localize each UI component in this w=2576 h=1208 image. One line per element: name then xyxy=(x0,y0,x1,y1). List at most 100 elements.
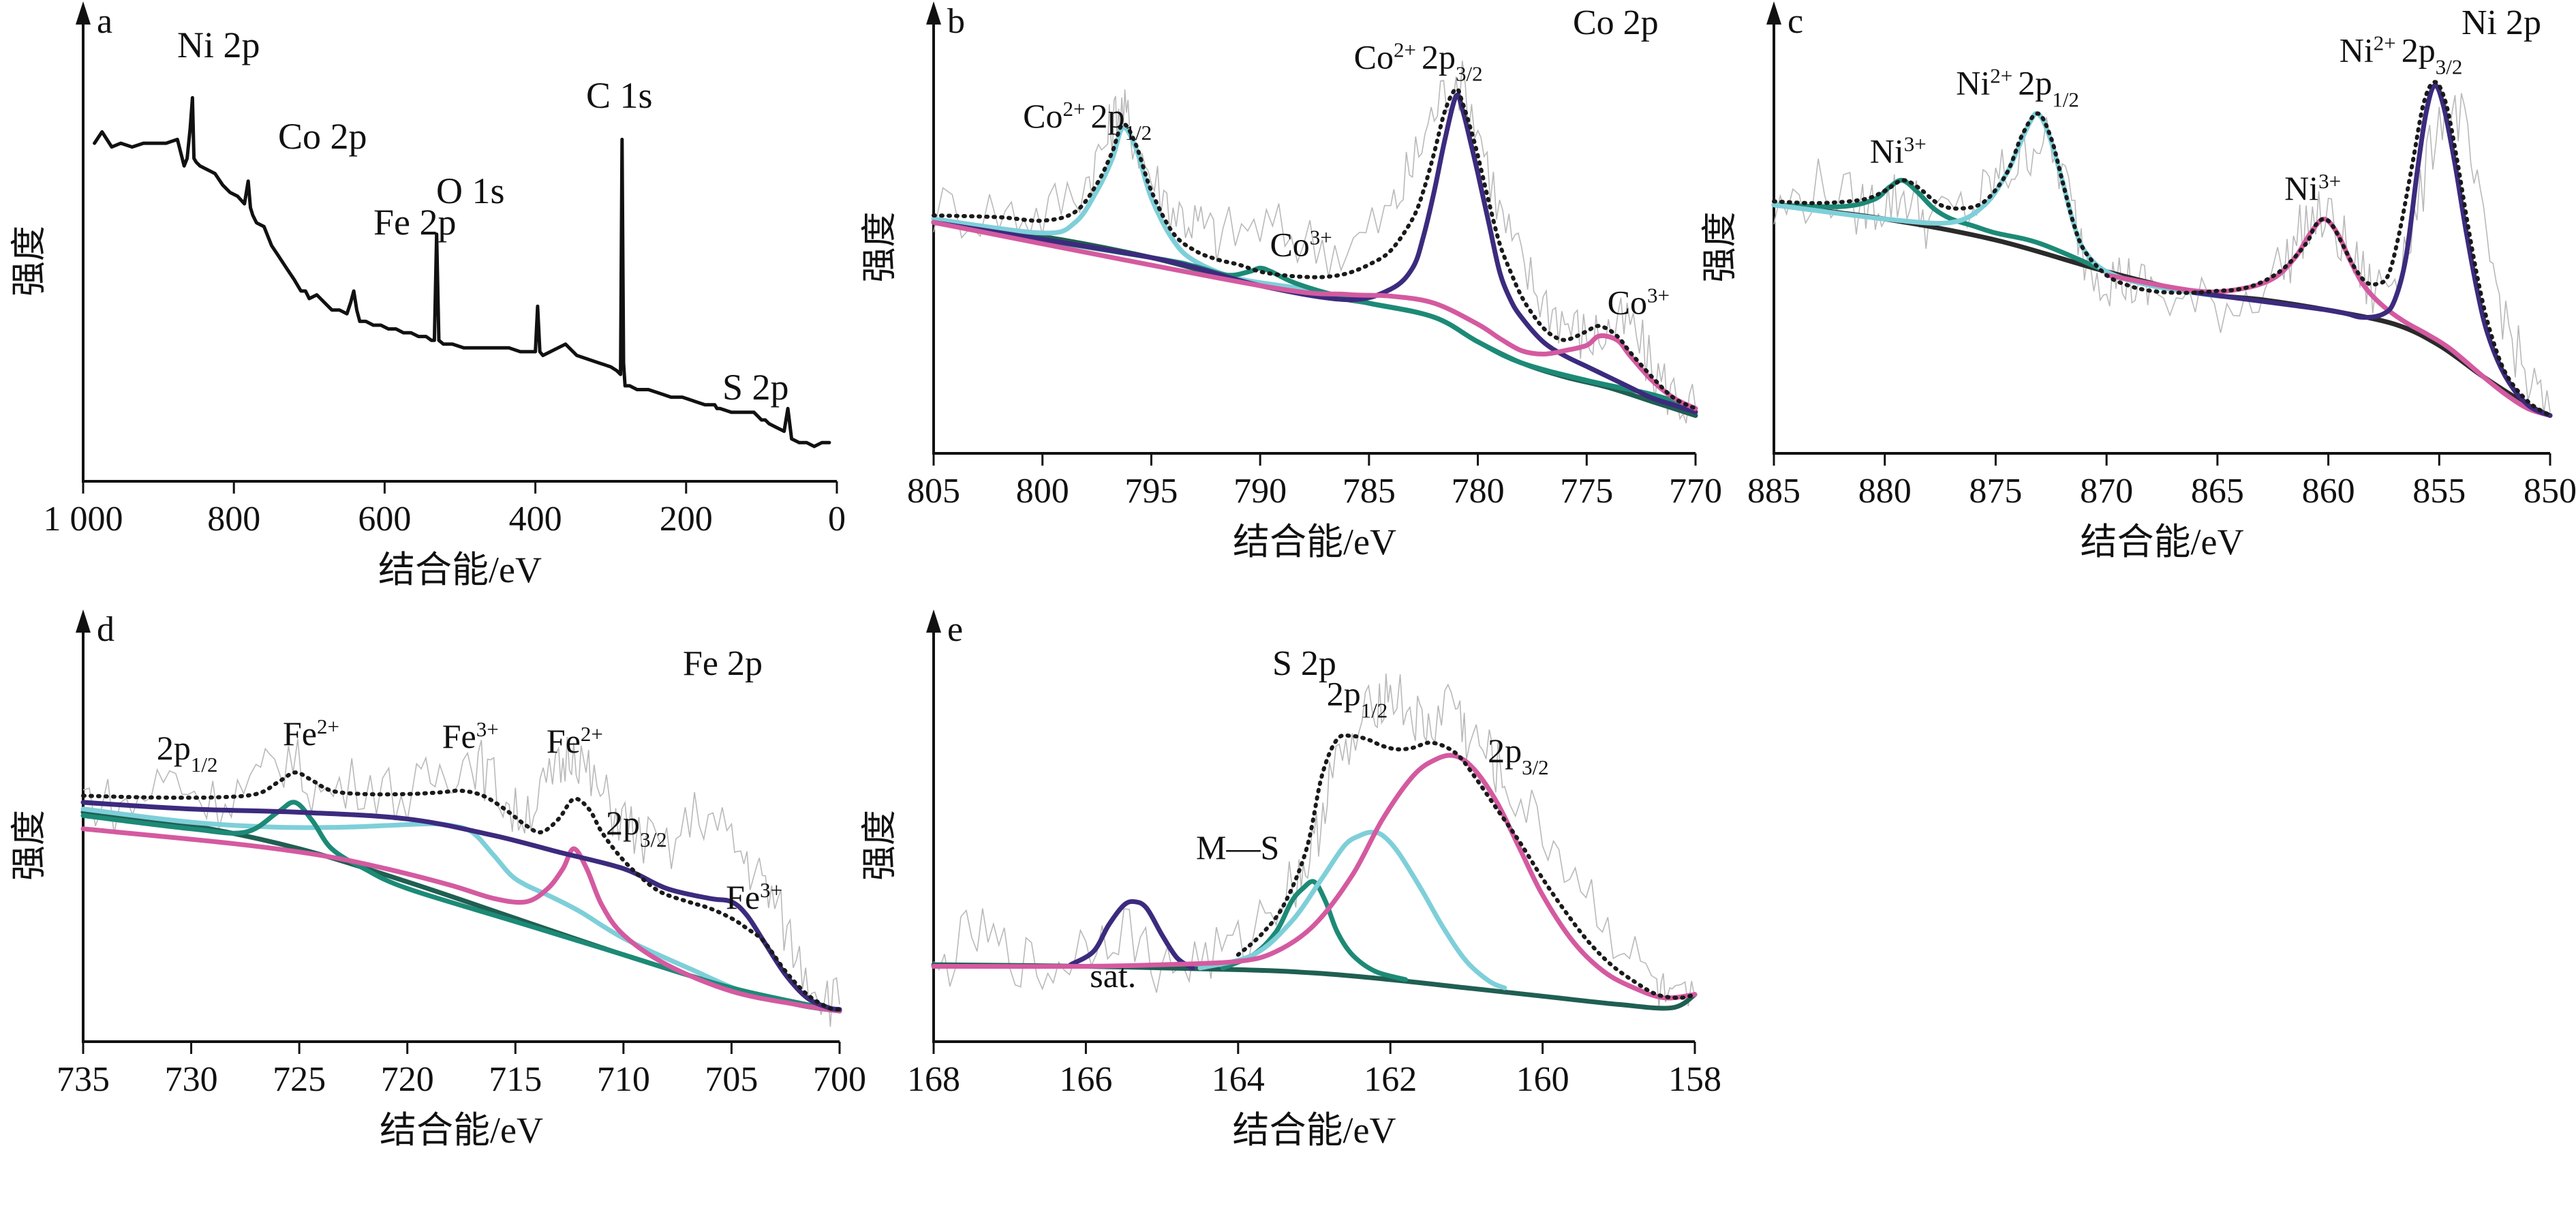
peak-label: Fe3+ xyxy=(442,717,499,756)
background-line xyxy=(1771,202,2553,418)
x-tick-label: 705 xyxy=(705,1060,758,1099)
panel-title: Fe 2p xyxy=(683,644,763,683)
panel-title: S 2p xyxy=(1272,644,1336,683)
x-tick-label: 720 xyxy=(381,1060,434,1099)
peak-label: Ni3+ xyxy=(1870,132,1927,170)
x-tick-label: 725 xyxy=(273,1060,326,1099)
x-tick-label: 870 xyxy=(2080,472,2133,511)
y-axis-label: 强度 xyxy=(1701,211,1740,282)
x-tick-label: 775 xyxy=(1560,472,1613,511)
x-axis-label: 结合能/eV xyxy=(378,549,542,590)
peak-label: Fe 2p xyxy=(373,202,457,243)
peak-label: Co3+ xyxy=(1608,283,1670,322)
y-axis-label: 强度 xyxy=(861,810,900,881)
peak-label: Co 2p xyxy=(278,116,367,157)
x-tick-label: 715 xyxy=(489,1060,542,1099)
fit-envelope-line xyxy=(81,770,842,1012)
peak-label: Ni3+ xyxy=(2284,169,2341,208)
raw-spectrum-line xyxy=(933,674,1696,1008)
x-tick-label: 600 xyxy=(358,500,411,539)
x-tick-label: 200 xyxy=(660,500,713,539)
y-axis-arrow-icon xyxy=(926,1,941,25)
peak-label: Fe2+ xyxy=(283,714,339,753)
x-axis-label: 结合能/eV xyxy=(2081,522,2244,562)
fit-component-line xyxy=(1771,177,2109,274)
raw-spectrum-line xyxy=(82,737,840,1027)
x-tick-label: 795 xyxy=(1124,472,1178,511)
fit-envelope-line xyxy=(1236,733,1697,1000)
fit-component-line xyxy=(931,753,1698,1001)
x-tick-label: 850 xyxy=(2524,472,2576,511)
y-axis-arrow-icon xyxy=(1766,1,1781,25)
x-tick-label: 805 xyxy=(907,472,960,511)
x-tick-label: 710 xyxy=(597,1060,650,1099)
x-tick-label: 400 xyxy=(509,500,562,539)
raw-spectrum-line xyxy=(1773,93,2551,414)
fit-component-line xyxy=(931,220,1698,411)
y-axis-arrow-icon xyxy=(76,609,91,633)
x-tick-label: 875 xyxy=(1969,472,2022,511)
fit-component-line xyxy=(2192,82,2553,418)
fit-component-line xyxy=(80,800,842,1012)
x-tick-label: 1 000 xyxy=(44,500,123,539)
peak-label: C 1s xyxy=(586,75,653,116)
x-tick-label: 164 xyxy=(1212,1060,1265,1099)
peak-label: Fe3+ xyxy=(726,877,782,916)
peak-label: sat. xyxy=(1090,956,1136,995)
peak-label: Ni 2p xyxy=(177,25,260,65)
y-axis-label: 强度 xyxy=(861,211,900,282)
peak-label: Ni2+ 2p3/2 xyxy=(2340,31,2463,78)
x-tick-label: 168 xyxy=(907,1060,960,1099)
x-tick-label: 865 xyxy=(2191,472,2244,511)
x-tick-label: 790 xyxy=(1233,472,1287,511)
x-tick-label: 158 xyxy=(1668,1060,1721,1099)
panel-e: e S 2p 强度 168 166 164 162 160 158 结合能/eV sat. M—S 2p… xyxy=(861,609,1721,1151)
x-tick-label: 730 xyxy=(165,1060,218,1099)
peak-label: O 1s xyxy=(436,170,505,211)
x-tick-label: 880 xyxy=(1858,472,1912,511)
peak-label: Co2+ 2p3/2 xyxy=(1354,37,1483,85)
x-tick-label: 700 xyxy=(813,1060,866,1099)
x-axis-label: 结合能/eV xyxy=(380,1110,543,1151)
peak-label: 2p3/2 xyxy=(606,804,667,851)
x-tick-label: 735 xyxy=(57,1060,110,1099)
survey-spectrum-line xyxy=(93,95,831,449)
peak-label: M—S xyxy=(1196,828,1279,866)
fit-envelope-line xyxy=(932,87,1698,411)
panel-a: a 强度 1 000 800 600 400 200 0 结合能/eV Ni 2p Co 2p Fe … xyxy=(10,1,846,590)
x-tick-label: 162 xyxy=(1364,1060,1417,1099)
x-axis-label: 结合能/eV xyxy=(1233,1110,1396,1151)
panel-letter: d xyxy=(97,610,114,649)
x-tick-label: 770 xyxy=(1669,472,1722,511)
x-tick-label: 785 xyxy=(1343,472,1396,511)
x-tick-label: 855 xyxy=(2412,472,2466,511)
fit-envelope-line xyxy=(1772,80,2552,418)
peak-label: S 2p xyxy=(722,367,789,408)
x-tick-label: 800 xyxy=(207,500,260,539)
panel-title: Ni 2p xyxy=(2462,3,2541,42)
y-axis-arrow-icon xyxy=(76,1,91,25)
x-tick-label: 0 xyxy=(828,500,846,539)
panel-letter: c xyxy=(1788,2,1803,41)
x-axis-label: 结合能/eV xyxy=(1233,522,1396,562)
x-tick-label: 860 xyxy=(2302,472,2355,511)
panel-b: b Co 2p 强度 805 800 795 790 785 780 775 770 结合能/eV Co… xyxy=(861,1,1722,562)
fit-component-line xyxy=(80,826,842,1014)
background-line xyxy=(931,962,1698,1011)
fit-component-line xyxy=(80,800,842,1014)
x-tick-label: 885 xyxy=(1747,472,1800,511)
peak-label: Ni2+ 2p1/2 xyxy=(1956,63,2079,111)
panel-c: c Ni 2p 强度 885 880 875 870 865 860 855 850 结合能/eV Ni… xyxy=(1701,1,2576,562)
panel-letter: e xyxy=(947,610,963,649)
y-axis-arrow-icon xyxy=(926,609,941,633)
y-axis-label: 强度 xyxy=(10,226,49,297)
panel-title: Co 2p xyxy=(1573,3,1659,42)
fit-component-line xyxy=(1221,879,1408,982)
x-tick-label: 780 xyxy=(1452,472,1505,511)
fit-component-line xyxy=(931,92,1698,414)
peak-label: 2p3/2 xyxy=(1488,731,1549,779)
peak-label: Co3+ xyxy=(1270,225,1332,264)
peak-label: Co2+ 2p1/2 xyxy=(1023,97,1152,145)
x-tick-label: 160 xyxy=(1516,1060,1569,1099)
